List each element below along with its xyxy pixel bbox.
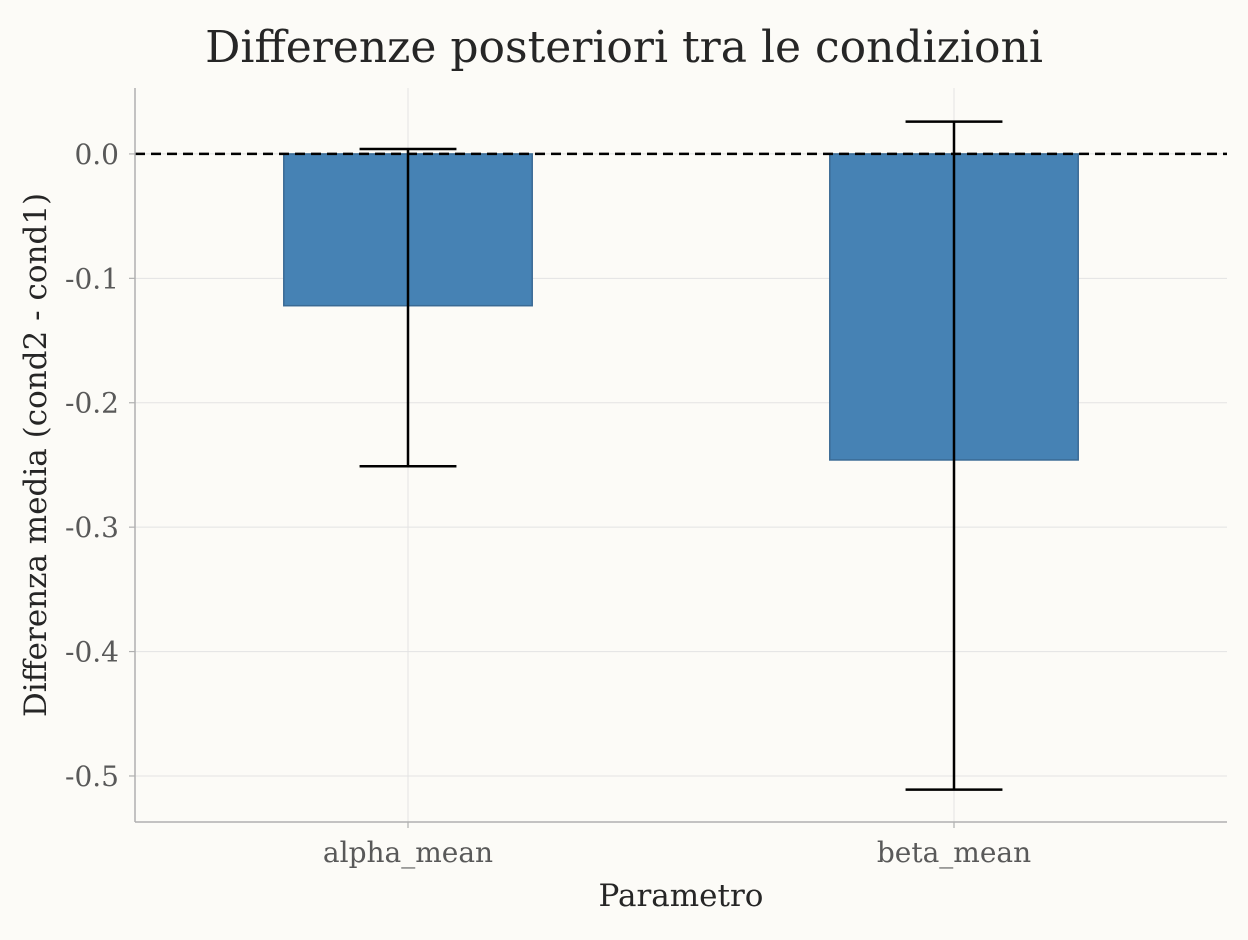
- x-tick-label: alpha_mean: [323, 836, 493, 869]
- y-tick-label: -0.4: [65, 636, 119, 669]
- error-bars: [359, 120, 1003, 791]
- x-axis-label: Parametro: [599, 878, 764, 914]
- y-tick-label: -0.2: [65, 387, 119, 420]
- y-tick-label: -0.1: [65, 262, 119, 295]
- chart-title: Differenze posteriori tra le condizioni: [205, 22, 1043, 73]
- x-tick-label: beta_mean: [877, 836, 1031, 869]
- ticks: 0.0 -0.1 -0.2 -0.3 -0.4 -0.5 alpha_mean beta_me…: [65, 138, 1031, 869]
- bars: [283, 153, 1079, 461]
- y-axis-label: Differenza media (cond2 - cond1): [18, 193, 54, 717]
- y-tick-label: -0.5: [65, 760, 119, 793]
- axes: [134, 88, 1227, 823]
- y-tick-label: 0.0: [74, 138, 119, 171]
- y-tick-label: -0.3: [65, 511, 119, 544]
